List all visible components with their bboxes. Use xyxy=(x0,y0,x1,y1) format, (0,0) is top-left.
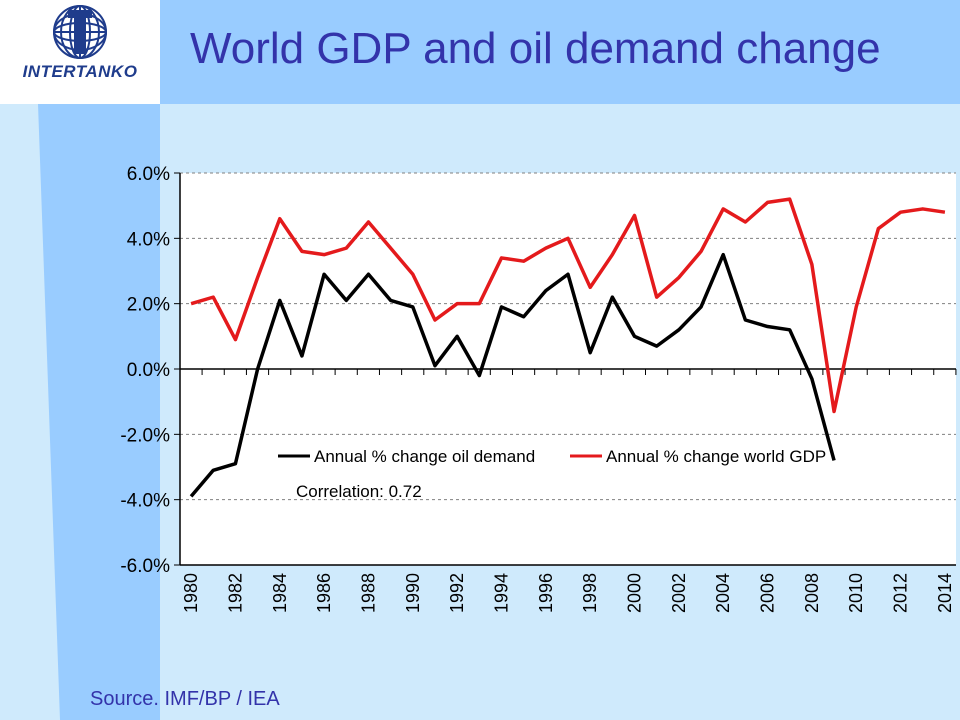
series-lines xyxy=(189,197,946,498)
x-tick-label: 1990 xyxy=(403,573,423,613)
x-tick-label: 1984 xyxy=(270,573,290,613)
x-tick-label: 2002 xyxy=(669,573,689,613)
axes: 6.0% 4.0% 2.0% 0.0% -2.0% -4.0% -6.0% 1980 1982 1… xyxy=(120,164,957,613)
x-tick-label: 1988 xyxy=(358,573,378,613)
correlation-annotation: Correlation: 0.72 xyxy=(296,482,422,501)
x-tick-label: 2004 xyxy=(713,573,733,613)
x-tick-label: 1994 xyxy=(491,573,511,613)
x-tick-label: 1998 xyxy=(580,573,600,613)
y-tick-label: 4.0% xyxy=(127,229,170,250)
x-tick-label: 2010 xyxy=(846,573,866,613)
x-tick-label: 2014 xyxy=(935,573,955,613)
x-tick-label: 1992 xyxy=(447,573,467,613)
x-tick-label: 1980 xyxy=(181,573,201,613)
x-tick-label: 1982 xyxy=(225,573,245,613)
source-note: Source. IMF/BP / IEA xyxy=(90,688,280,710)
legend-label-oil: Annual % change oil demand xyxy=(314,447,535,466)
logo: INTERTANKO xyxy=(0,0,160,104)
series-line-oil-demand xyxy=(189,252,836,498)
series-line-world-gdp xyxy=(190,197,946,414)
y-tick-label: 0.0% xyxy=(127,360,170,381)
page-title: World GDP and oil demand change xyxy=(190,24,881,73)
header-bar xyxy=(0,0,960,104)
legend-label-gdp: Annual % change world GDP xyxy=(606,447,826,466)
x-tick-label: 1986 xyxy=(314,573,334,613)
legend: Annual % change oil demand Annual % chan… xyxy=(278,447,826,466)
y-tick-label: -4.0% xyxy=(120,491,170,512)
x-tick-label: 2000 xyxy=(625,573,645,613)
y-tick-label: 6.0% xyxy=(127,164,170,185)
y-tick-label: 2.0% xyxy=(127,295,170,316)
x-tick-label: 2012 xyxy=(891,573,911,613)
y-tick-label: -2.0% xyxy=(120,425,170,446)
logo-text: INTERTANKO xyxy=(22,62,138,81)
x-tick-label: 2008 xyxy=(802,573,822,613)
decorative-band xyxy=(38,104,160,720)
x-tick-label: 2006 xyxy=(758,573,778,613)
y-tick-label: -6.0% xyxy=(120,556,170,577)
globe-icon xyxy=(53,5,107,59)
x-tick-label: 1996 xyxy=(536,573,556,613)
